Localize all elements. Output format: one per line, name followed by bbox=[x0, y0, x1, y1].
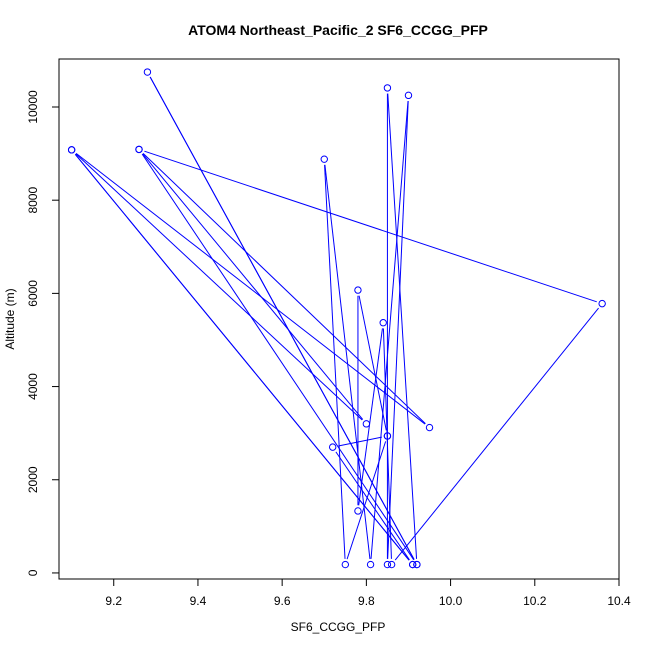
chart-title: ATOM4 Northeast_Pacific_2 SF6_CCGG_PFP bbox=[188, 22, 488, 38]
series-segment bbox=[142, 152, 426, 424]
data-point bbox=[387, 560, 396, 569]
data-point bbox=[328, 443, 337, 451]
series-layer bbox=[67, 68, 606, 569]
y-tick-label: 6000 bbox=[26, 280, 40, 307]
series-segment bbox=[324, 164, 371, 559]
x-tick-label: 9.6 bbox=[274, 594, 291, 608]
series-segment bbox=[338, 436, 382, 447]
data-point bbox=[366, 560, 375, 569]
y-tick-label: 0 bbox=[26, 569, 40, 576]
series-segment bbox=[74, 153, 410, 561]
series-segment bbox=[358, 328, 383, 506]
data-point bbox=[425, 423, 434, 432]
series-segment bbox=[149, 76, 415, 560]
data-point bbox=[408, 560, 417, 569]
series-segment bbox=[387, 93, 418, 559]
series-segment bbox=[335, 451, 410, 561]
x-tick-label: 10.4 bbox=[607, 594, 631, 608]
series-segment bbox=[144, 150, 597, 303]
x-tick-label: 10.2 bbox=[523, 594, 547, 608]
y-axis: 0 2000 4000 6000 8000 10000 bbox=[26, 90, 59, 576]
data-point bbox=[354, 286, 362, 294]
data-point bbox=[383, 432, 392, 440]
data-point bbox=[362, 420, 371, 428]
data-point bbox=[67, 146, 76, 154]
x-axis-label: SF6_CCGG_PFP bbox=[291, 620, 386, 634]
x-tick-label: 9.2 bbox=[105, 594, 122, 608]
y-tick-label: 2000 bbox=[26, 466, 40, 493]
series-segment bbox=[75, 152, 426, 425]
y-tick-label: 8000 bbox=[26, 187, 40, 214]
series-segment bbox=[324, 164, 346, 559]
y-axis-label: Altitude (m) bbox=[3, 288, 17, 349]
plot-frame bbox=[58, 58, 620, 580]
series-segment bbox=[394, 307, 599, 561]
data-point bbox=[383, 560, 392, 569]
y-tick-label: 4000 bbox=[26, 373, 40, 400]
data-point bbox=[383, 84, 392, 92]
data-point bbox=[143, 68, 152, 76]
data-point bbox=[341, 560, 350, 569]
data-point bbox=[135, 145, 143, 154]
x-tick-label: 9.8 bbox=[358, 594, 375, 608]
series-segment bbox=[141, 153, 415, 561]
series-segment bbox=[142, 153, 364, 420]
series-segment bbox=[382, 328, 392, 559]
x-tick-label: 10.0 bbox=[439, 594, 463, 608]
series-segment bbox=[346, 441, 387, 560]
data-point bbox=[413, 560, 421, 569]
data-point bbox=[404, 91, 413, 100]
data-point bbox=[598, 299, 606, 308]
data-point bbox=[320, 155, 328, 163]
series-segment bbox=[75, 153, 363, 421]
data-point bbox=[379, 319, 387, 327]
series-segment bbox=[358, 295, 387, 431]
series-segment bbox=[387, 101, 409, 559]
y-tick-label: 10000 bbox=[26, 90, 40, 124]
x-axis: 9.2 9.4 9.6 9.8 10.0 10.2 10.4 bbox=[105, 579, 631, 608]
x-tick-label: 9.4 bbox=[190, 594, 207, 608]
data-point bbox=[354, 507, 362, 515]
series-segment bbox=[370, 100, 409, 559]
